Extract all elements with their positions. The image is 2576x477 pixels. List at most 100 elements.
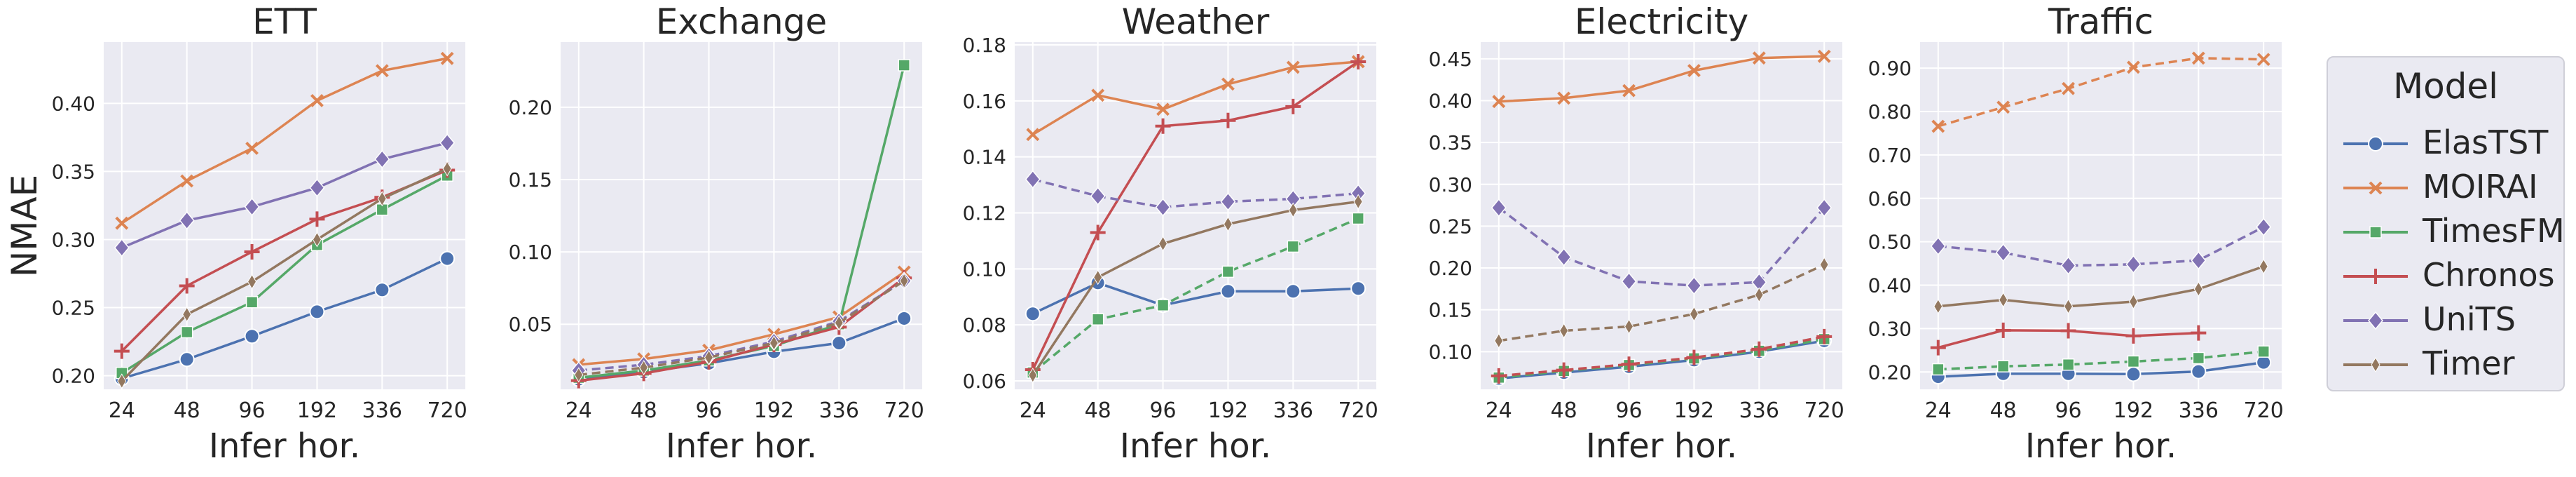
data-point — [1093, 269, 1103, 285]
data-point — [309, 304, 325, 320]
data-point — [898, 59, 910, 72]
plot-area — [104, 42, 465, 389]
data-point — [2191, 251, 2207, 270]
y-tick-label: 0.05 — [509, 313, 552, 336]
legend-item-elastst: ElasTST — [2328, 121, 2563, 166]
y-tick-label: 0.30 — [1429, 173, 1472, 196]
series-units — [1025, 170, 1366, 217]
data-point — [1751, 341, 1767, 357]
legend-item-moirai: MOIRAI — [2328, 165, 2563, 210]
panel-title: Exchange — [656, 1, 827, 42]
data-point — [1090, 224, 1106, 241]
series-chronos — [1491, 328, 1832, 384]
data-point — [1155, 118, 1171, 134]
series-line — [1032, 177, 1359, 209]
data-point — [1559, 323, 1569, 339]
data-point — [1621, 271, 1637, 291]
data-point — [2125, 328, 2142, 344]
y-tick-label: 0.10 — [963, 257, 1006, 281]
data-point — [1220, 283, 1236, 300]
data-point — [1556, 362, 1572, 378]
x-tick-label: 48 — [631, 398, 657, 423]
data-point — [1624, 318, 1634, 335]
x-axis-label: Infer hor. — [209, 426, 360, 466]
data-point — [1221, 265, 1235, 278]
data-point — [247, 274, 257, 290]
y-tick-label: 0.20 — [1868, 361, 1912, 384]
x-tick-label: 48 — [1085, 398, 1111, 423]
x-tick-label: 192 — [1208, 398, 1248, 423]
data-point — [1689, 306, 1699, 322]
chart-panel-weather: 0.06 0.08 0.10 0.12 0.14 0.16 0.18 24 48 96 192 336… — [963, 1, 1378, 466]
series-line — [121, 57, 448, 224]
y-tick-label: 0.35 — [52, 160, 95, 183]
x-tick-label: 336 — [362, 398, 402, 423]
series-timer — [1028, 194, 1363, 384]
x-tick-label: 24 — [1486, 398, 1512, 423]
series-line — [1938, 57, 2264, 128]
series-timesfm — [1027, 212, 1364, 379]
data-point — [1999, 292, 2008, 308]
y-tick-label: 0.06 — [963, 370, 1006, 393]
data-point — [1352, 212, 1364, 225]
data-point — [1816, 328, 1832, 344]
data-point — [1933, 298, 1943, 314]
series-units — [114, 133, 455, 257]
x-tick-label: 48 — [1990, 398, 2017, 423]
data-point — [2127, 355, 2140, 368]
data-point — [1156, 299, 1170, 311]
legend-label: UniTS — [2423, 300, 2516, 338]
data-point — [2127, 60, 2140, 74]
data-point — [2191, 363, 2207, 379]
data-point — [1995, 243, 2011, 262]
data-point — [1816, 198, 1832, 217]
data-point — [1556, 248, 1572, 267]
x-axis-label: Infer hor. — [1120, 426, 1271, 466]
x-tick-label: 24 — [1925, 398, 1952, 423]
legend-swatch — [2343, 181, 2408, 195]
legend-marker — [2369, 181, 2383, 195]
series-timesfm — [1932, 345, 2270, 376]
data-point — [439, 133, 455, 152]
y-tick-label: 0.60 — [1868, 187, 1912, 210]
x-tick-label: 48 — [174, 398, 200, 423]
data-point — [1622, 83, 1636, 98]
y-tick-label: 0.20 — [1429, 257, 1472, 280]
panel-title: Traffic — [2048, 1, 2153, 42]
data-point — [244, 243, 260, 260]
x-tick-label: 192 — [297, 398, 337, 423]
chart-panel-traffic: 0.20 0.30 0.40 0.50 0.60 0.70 0.80 0.90 24 48 96 19… — [1868, 1, 2284, 466]
legend-label: MOIRAI — [2423, 168, 2538, 206]
data-point — [1350, 281, 1366, 297]
series-line — [1032, 60, 1359, 136]
series-line — [1498, 335, 1825, 377]
data-point — [1353, 194, 1363, 210]
data-point — [1557, 91, 1571, 105]
data-point — [1156, 102, 1170, 116]
y-tick-label: 0.40 — [1429, 89, 1472, 112]
data-point — [769, 335, 779, 351]
data-point — [1285, 98, 1301, 114]
y-tick-label: 0.14 — [963, 146, 1006, 169]
x-tick-label: 192 — [754, 398, 794, 423]
data-point — [1220, 192, 1236, 211]
data-point — [1028, 368, 1038, 384]
data-point — [180, 325, 193, 339]
data-point — [1285, 283, 1301, 300]
x-tick-label: 24 — [566, 398, 592, 423]
data-point — [179, 278, 195, 294]
legend-marker — [2369, 226, 2382, 238]
x-tick-label: 192 — [2113, 398, 2153, 423]
data-point — [179, 351, 195, 368]
series-line — [578, 279, 905, 372]
data-point — [1025, 170, 1041, 189]
x-tick-label: 336 — [2179, 398, 2219, 423]
data-point — [1091, 313, 1104, 325]
data-point — [1930, 340, 1946, 356]
data-point — [1158, 236, 1168, 252]
data-point — [896, 310, 912, 326]
data-point — [309, 211, 325, 227]
data-point — [1494, 332, 1504, 349]
data-point — [1996, 100, 2010, 114]
